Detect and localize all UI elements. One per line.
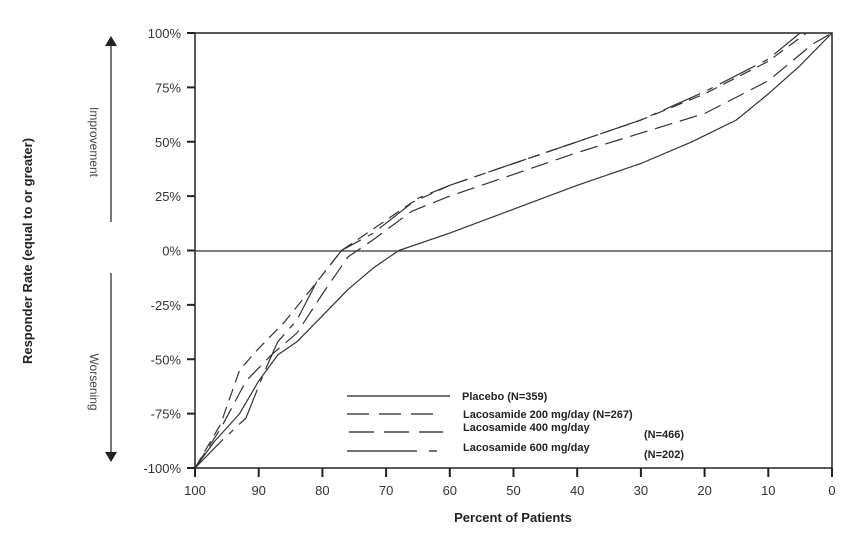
x-tick-label: 80	[315, 483, 329, 498]
x-tick-label: 100	[184, 483, 206, 498]
legend-label-600mg: Lacosamide 600 mg/day	[463, 442, 590, 454]
x-tick-label: 60	[443, 483, 457, 498]
x-tick-label: 90	[251, 483, 265, 498]
worsening-label: Worsening	[87, 353, 101, 410]
improvement-annotation: Improvement	[87, 36, 117, 222]
y-tick-label: 75%	[155, 80, 181, 95]
series-line-1	[194, 32, 833, 469]
arrow-up-icon	[105, 36, 117, 46]
y-tick-label: -25%	[151, 298, 182, 313]
x-tick-label: 30	[634, 483, 648, 498]
x-tick-label: 10	[761, 483, 775, 498]
y-axis-title: Responder Rate (equal to or greater)	[20, 138, 35, 364]
legend-label-200mg: Lacosamide 200 mg/day (N=267)	[463, 409, 633, 421]
legend-n-600mg: (N=202)	[644, 449, 684, 461]
series-line-2	[194, 32, 807, 469]
y-tick-label: 50%	[155, 135, 181, 150]
legend-n-400mg: (N=466)	[644, 429, 684, 441]
x-axis-ticks: 100 90 80 70 60 50 40 30 20 10 0	[184, 468, 836, 498]
arrow-down-icon	[105, 452, 117, 462]
x-axis-title: Percent of Patients	[454, 510, 572, 525]
y-axis-ticks: 100% 75% 50% 25% 0% -25% -50% -75% -100%	[143, 26, 195, 476]
improvement-label: Improvement	[87, 107, 101, 178]
series-lines	[194, 32, 833, 469]
x-tick-label: 50	[506, 483, 520, 498]
x-tick-label: 20	[697, 483, 711, 498]
y-tick-label: 25%	[155, 189, 181, 204]
y-tick-label: -100%	[143, 461, 181, 476]
y-tick-label: 0%	[162, 244, 181, 259]
series-line-0	[194, 32, 833, 469]
x-tick-label: 40	[570, 483, 584, 498]
y-tick-label: -75%	[151, 407, 182, 422]
y-tick-label: 100%	[148, 26, 182, 41]
legend: Placebo (N=359) Lacosamide 200 mg/day (N…	[347, 391, 684, 461]
x-tick-label: 0	[828, 483, 835, 498]
legend-label-400mg: Lacosamide 400 mg/day	[463, 422, 590, 434]
legend-label-placebo: Placebo (N=359)	[462, 391, 548, 403]
x-tick-label: 70	[379, 483, 393, 498]
y-tick-label: -50%	[151, 352, 182, 367]
worsening-annotation: Worsening	[87, 273, 117, 462]
